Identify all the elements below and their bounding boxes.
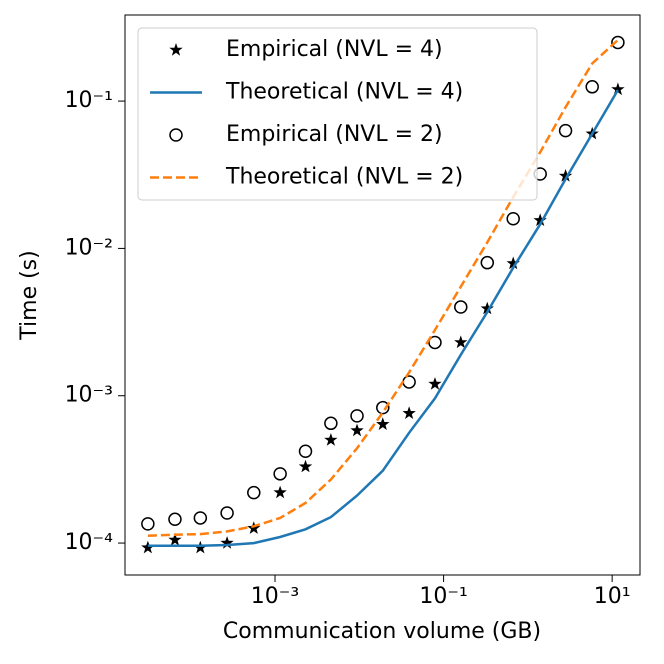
star-marker [533, 213, 547, 226]
circle-marker [141, 517, 155, 531]
legend-label: Theoretical (NVL = 2) [225, 165, 463, 190]
circle-marker [220, 506, 234, 520]
star-marker [611, 82, 625, 96]
circle-marker [324, 416, 338, 431]
circle-marker [480, 255, 495, 270]
y-tick-label: 10⁻² [65, 235, 113, 260]
circle-marker [350, 409, 364, 423]
star-marker [376, 417, 390, 430]
circle-marker [611, 35, 625, 50]
star-marker [480, 301, 494, 315]
circle-marker [454, 300, 468, 314]
legend-label: Theoretical (NVL = 4) [225, 80, 463, 105]
star-marker [247, 521, 261, 534]
legend-label: Empirical (NVL = 2) [226, 122, 443, 147]
y-tick-label: 10⁻¹ [65, 88, 113, 113]
x-tick-label: 10⁻³ [251, 584, 299, 609]
circle-marker [193, 511, 208, 525]
star-marker [428, 377, 442, 390]
y-tick-label: 10⁻⁴ [65, 530, 114, 555]
circle-marker [376, 400, 390, 415]
star-marker [402, 406, 416, 419]
star-marker [168, 532, 182, 546]
y-tick-label: 10⁻³ [65, 383, 113, 408]
circle-marker [169, 128, 183, 142]
plot-frame [124, 14, 641, 576]
line-series [147, 89, 619, 547]
star-marker [298, 459, 313, 473]
circle-marker [298, 444, 313, 458]
star-marker [273, 485, 287, 499]
x-axis-label: Communication volume (GB) [223, 619, 541, 644]
star-marker [169, 43, 183, 56]
star-marker [141, 540, 155, 554]
star-marker [454, 335, 468, 349]
circle-marker [168, 512, 182, 527]
circle-marker [558, 123, 573, 138]
x-tick-label: 10¹ [594, 584, 631, 609]
legend-label: Empirical (NVL = 4) [226, 37, 443, 62]
star-marker [506, 256, 520, 270]
circle-marker [402, 375, 416, 389]
circle-marker [506, 211, 520, 226]
star-marker [324, 433, 338, 446]
x-tick-label: 10⁻¹ [419, 584, 467, 609]
legend-frame [137, 27, 538, 201]
star-marker [558, 169, 573, 182]
star-marker [193, 540, 207, 554]
circle-marker [585, 80, 599, 94]
star-marker [220, 536, 234, 549]
circle-marker [273, 467, 287, 481]
line-series [147, 39, 619, 538]
circle-marker [247, 485, 261, 500]
circle-marker [428, 335, 442, 350]
y-axis-label: Time (s) [17, 250, 42, 340]
legend: Empirical (NVL = 4) Theoretical (NVL = 4)… [137, 27, 538, 201]
star-marker [350, 423, 364, 437]
